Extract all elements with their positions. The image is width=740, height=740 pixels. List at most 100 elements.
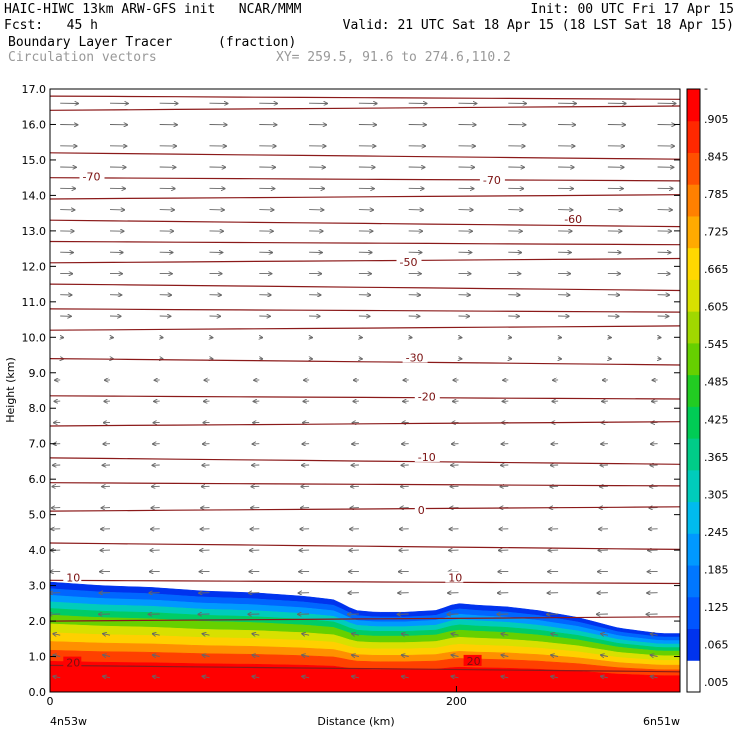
contour-label-bg bbox=[463, 654, 482, 666]
wind-vector bbox=[103, 676, 111, 678]
y-tick-label: 10.0 bbox=[22, 331, 47, 344]
wind-vector bbox=[452, 676, 459, 678]
wind-vector bbox=[302, 676, 310, 678]
colorbar-label: .725 bbox=[704, 226, 729, 239]
y-tick-label: 12.0 bbox=[22, 260, 47, 273]
temperature-contour bbox=[50, 457, 680, 465]
colorbar-label: .605 bbox=[704, 301, 729, 314]
colorbar-label: .665 bbox=[704, 263, 729, 276]
wind-vector bbox=[153, 655, 160, 657]
colorbar-label: .785 bbox=[704, 188, 729, 201]
contour-label: -10 bbox=[418, 451, 436, 464]
temperature-contours: 20 20 10 10 0 -10 -20 -30 -50 -60 -70 -70 bbox=[50, 95, 680, 673]
wind-vector bbox=[601, 655, 608, 657]
temperature-contour bbox=[50, 177, 680, 182]
colorbar-frame bbox=[686, 88, 701, 693]
x-tick-label: 200 bbox=[446, 695, 467, 708]
wind-vector bbox=[352, 655, 359, 657]
colorbar-label: .485 bbox=[704, 376, 729, 389]
x-tick-label: 0 bbox=[47, 695, 54, 708]
wind-vector bbox=[352, 634, 359, 636]
temperature-contour bbox=[50, 105, 680, 111]
contour-label: -70 bbox=[83, 171, 101, 184]
temperature-contour bbox=[50, 482, 680, 487]
y-tick-label: 0.0 bbox=[29, 686, 47, 699]
wind-vector bbox=[352, 676, 359, 678]
wind-vector bbox=[651, 655, 658, 657]
x-axis-label: Distance (km) bbox=[317, 715, 394, 728]
temperature-contour bbox=[50, 616, 680, 622]
colorbar-swatch bbox=[687, 596, 700, 630]
contour-label: -50 bbox=[400, 256, 418, 269]
y-tick-label: 11.0 bbox=[22, 296, 47, 309]
y-tick-label: 6.0 bbox=[29, 473, 47, 486]
wind-vector bbox=[103, 655, 111, 657]
colorbar-swatch bbox=[687, 184, 700, 217]
wind-vector bbox=[302, 634, 310, 636]
wind-vector bbox=[601, 634, 608, 636]
wind-vector bbox=[103, 634, 111, 636]
init-time: Init: 00 UTC Fri 17 Apr 15 bbox=[530, 2, 735, 17]
wind-vector bbox=[402, 634, 409, 636]
wind-vector bbox=[402, 655, 409, 657]
y-tick-label: 9.0 bbox=[29, 367, 47, 380]
y-axis: 0.0 1.0 2.0 3.0 4.0 5.0 6.0 7.0 8.0 9.0 10.0 11.0 12… bbox=[22, 83, 680, 699]
forecast-hour: Fcst: 45 h bbox=[4, 18, 98, 33]
y-tick-label: 13.0 bbox=[22, 225, 47, 238]
plot-frame bbox=[49, 88, 681, 693]
colorbar-swatch bbox=[687, 311, 700, 344]
contour-label: 20 bbox=[66, 657, 80, 670]
wind-vector bbox=[551, 676, 559, 678]
temperature-contour bbox=[50, 664, 680, 673]
cross-section-coords: XY= 259.5, 91.6 to 274.6,110.2 bbox=[276, 50, 511, 65]
wind-vector bbox=[203, 634, 210, 636]
wind-vector bbox=[601, 676, 608, 678]
contour-label-bg bbox=[63, 656, 82, 668]
wind-vector bbox=[501, 634, 509, 636]
tracer-band bbox=[50, 660, 680, 692]
contour-label-bg bbox=[396, 255, 422, 267]
temperature-contour bbox=[50, 194, 680, 200]
wind-vector bbox=[551, 634, 559, 636]
contour-label: -20 bbox=[418, 391, 436, 404]
contour-label-bg bbox=[445, 571, 464, 583]
colorbar-label: .065 bbox=[704, 639, 729, 652]
y-tick-label: 3.0 bbox=[29, 580, 47, 593]
x-end-label: 6n51w bbox=[643, 715, 680, 728]
colorbar-label: .305 bbox=[704, 488, 729, 501]
temperature-contour bbox=[50, 395, 680, 400]
colorbar-swatch bbox=[687, 247, 700, 280]
colorbar-label: .125 bbox=[704, 601, 729, 614]
wind-vector bbox=[53, 634, 61, 636]
wind-vector bbox=[551, 655, 559, 657]
temperature-contour bbox=[50, 283, 680, 292]
contour-label-bg bbox=[479, 174, 505, 186]
contour-label-bg bbox=[79, 170, 105, 182]
colorbar-swatch bbox=[687, 152, 700, 185]
colorbar-swatch bbox=[687, 374, 700, 407]
colorbar-swatch bbox=[687, 628, 700, 661]
wind-vector bbox=[252, 634, 260, 636]
contour-label: -70 bbox=[483, 174, 501, 187]
colorbar-swatch bbox=[687, 438, 700, 471]
colorbar-label: .365 bbox=[704, 451, 729, 464]
wind-vector bbox=[402, 676, 409, 678]
contour-label-bg bbox=[63, 571, 82, 583]
colorbar-swatch bbox=[687, 533, 700, 566]
y-tick-label: 14.0 bbox=[22, 189, 47, 202]
colorbar-label: .245 bbox=[704, 526, 729, 539]
wind-vector bbox=[452, 634, 459, 636]
contour-label-bg bbox=[414, 504, 426, 516]
tracer-shading bbox=[50, 581, 680, 692]
colorbar-swatch bbox=[687, 342, 700, 376]
y-tick-label: 5.0 bbox=[29, 509, 47, 522]
header-title: HAIC-HIWC 13km ARW-GFS init NCAR/MMM bbox=[4, 2, 302, 17]
colorbar-label: .005 bbox=[704, 676, 729, 689]
colorbar-label: .545 bbox=[704, 338, 729, 351]
y-tick-label: 8.0 bbox=[29, 402, 47, 415]
y-tick-label: 7.0 bbox=[29, 438, 47, 451]
y-tick-label: 17.0 bbox=[22, 83, 47, 96]
temperature-contour bbox=[50, 358, 680, 366]
wind-vector bbox=[302, 655, 310, 657]
